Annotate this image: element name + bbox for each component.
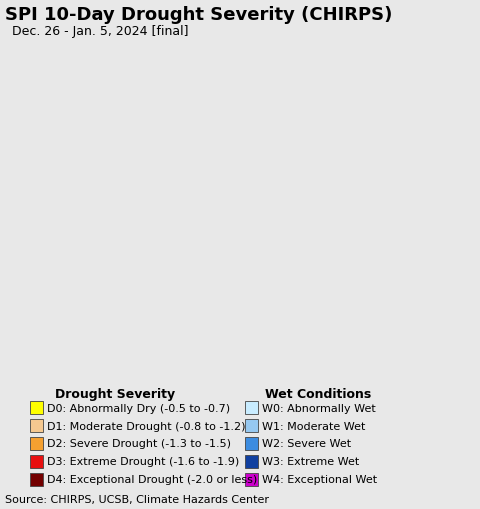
- Bar: [245, 419, 258, 432]
- Text: W0: Abnormally Wet: W0: Abnormally Wet: [262, 403, 376, 413]
- Text: W2: Severe Wet: W2: Severe Wet: [262, 439, 351, 448]
- Text: W4: Exceptional Wet: W4: Exceptional Wet: [262, 474, 377, 485]
- Bar: [245, 437, 258, 450]
- Text: W3: Extreme Wet: W3: Extreme Wet: [262, 457, 359, 467]
- Text: D1: Moderate Drought (-0.8 to -1.2): D1: Moderate Drought (-0.8 to -1.2): [47, 420, 245, 431]
- Text: SPI 10-Day Drought Severity (CHIRPS): SPI 10-Day Drought Severity (CHIRPS): [5, 6, 392, 24]
- Bar: [245, 455, 258, 468]
- Text: Source: CHIRPS, UCSB, Climate Hazards Center: Source: CHIRPS, UCSB, Climate Hazards Ce…: [5, 494, 269, 504]
- Bar: [245, 401, 258, 414]
- Text: W1: Moderate Wet: W1: Moderate Wet: [262, 420, 365, 431]
- Text: Wet Conditions: Wet Conditions: [265, 387, 371, 400]
- Text: D3: Extreme Drought (-1.6 to -1.9): D3: Extreme Drought (-1.6 to -1.9): [47, 457, 239, 467]
- Text: D4: Exceptional Drought (-2.0 or less): D4: Exceptional Drought (-2.0 or less): [47, 474, 257, 485]
- Bar: [30, 473, 43, 486]
- Bar: [30, 455, 43, 468]
- Bar: [30, 401, 43, 414]
- Bar: [245, 473, 258, 486]
- Bar: [30, 419, 43, 432]
- Text: D2: Severe Drought (-1.3 to -1.5): D2: Severe Drought (-1.3 to -1.5): [47, 439, 231, 448]
- Bar: [30, 437, 43, 450]
- Text: Drought Severity: Drought Severity: [55, 387, 175, 400]
- Text: D0: Abnormally Dry (-0.5 to -0.7): D0: Abnormally Dry (-0.5 to -0.7): [47, 403, 230, 413]
- Text: Dec. 26 - Jan. 5, 2024 [final]: Dec. 26 - Jan. 5, 2024 [final]: [12, 25, 189, 38]
